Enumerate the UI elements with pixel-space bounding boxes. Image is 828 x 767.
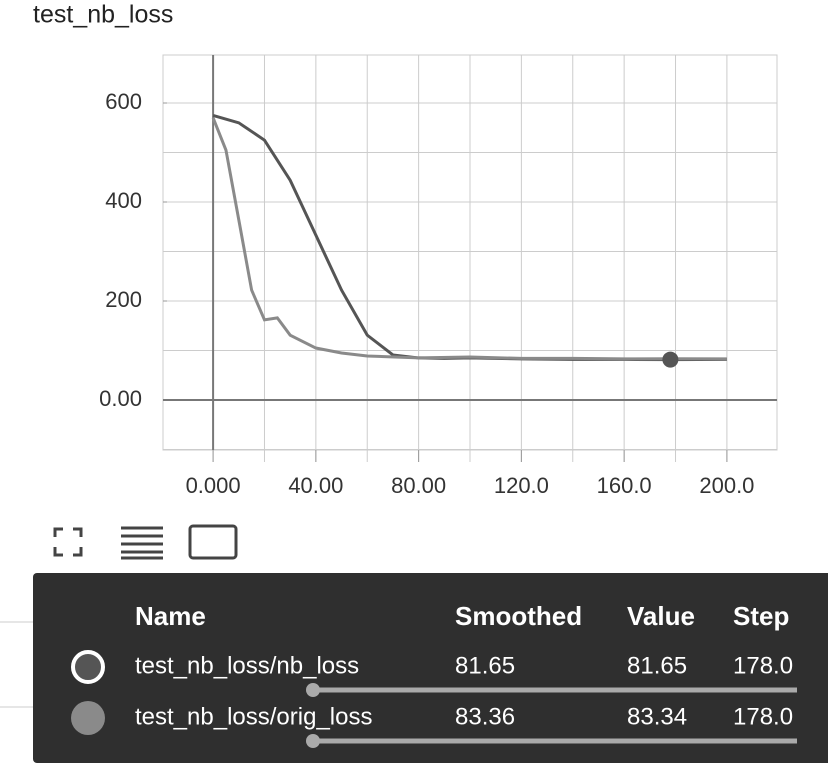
- series-name: test_nb_loss/orig_loss: [135, 703, 372, 730]
- slider-knob: [306, 734, 320, 748]
- tooltip-cell: 178.0: [733, 652, 793, 679]
- x-tick-label: 160.0: [597, 473, 652, 498]
- x-tick-label: 120.0: [494, 473, 549, 498]
- lines-icon[interactable]: [121, 526, 163, 560]
- y-tick-label: 200: [105, 287, 142, 312]
- tooltip-cell: 81.65: [627, 652, 687, 679]
- slider-knob: [306, 683, 320, 697]
- series-name: test_nb_loss/nb_loss: [135, 652, 359, 679]
- tooltip-header: Step: [733, 601, 789, 631]
- toolbar: [53, 524, 238, 560]
- x-tick-label: 40.00: [288, 473, 343, 498]
- tooltip-cell: 178.0: [733, 703, 793, 730]
- x-tick-label: 0.000: [186, 473, 241, 498]
- tooltip-cell: 83.36: [455, 703, 515, 730]
- tooltip: [33, 573, 828, 763]
- tooltip-table: Name Smoothed Value Step test_nb_loss/nb_los…: [71, 601, 797, 748]
- tooltip-header: Smoothed: [455, 601, 582, 631]
- fit-icon[interactable]: [188, 524, 238, 560]
- tooltip-cell: 81.65: [455, 652, 515, 679]
- plot: 0.000 40.00 80.00 120.0 160.0 200.0 0.00 200 400…: [99, 54, 778, 498]
- series-line: [211, 117, 727, 361]
- y-tick-label: 400: [105, 188, 142, 213]
- hover-marker: [662, 351, 679, 368]
- series-swatch: [71, 701, 105, 735]
- tooltip-header: Value: [627, 601, 695, 631]
- tooltip-header: Name: [135, 601, 206, 631]
- tooltip-cell: 83.34: [627, 703, 687, 730]
- y-tick-label: 600: [105, 89, 142, 114]
- series-swatch: [71, 650, 105, 684]
- x-tick-label: 200.0: [699, 473, 754, 498]
- x-tick-label: 80.00: [391, 473, 446, 498]
- y-tick-label: 0.00: [99, 386, 142, 411]
- fullscreen-icon[interactable]: [53, 527, 83, 557]
- chart-title: test_nb_loss: [33, 1, 173, 29]
